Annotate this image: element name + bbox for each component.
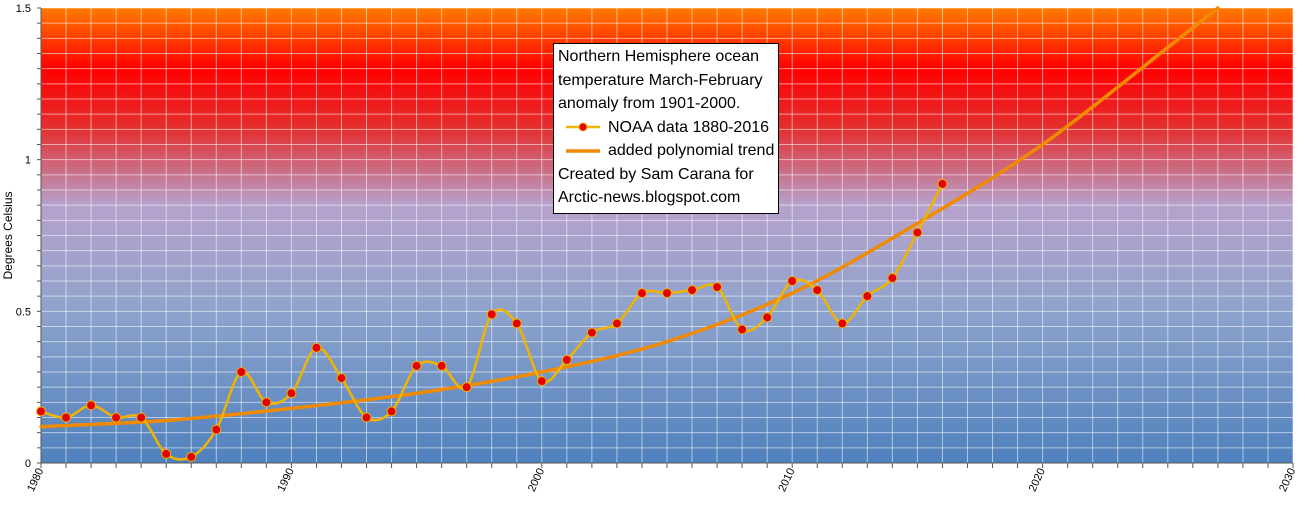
- y-tick-label-1.5: 1.5: [16, 3, 31, 15]
- data-point-1980: [36, 406, 46, 417]
- data-point-1983: [111, 412, 122, 423]
- data-point-2004: [636, 288, 647, 299]
- data-point-1999: [511, 318, 522, 329]
- chart-annotation-line-2: temperature March-February: [558, 71, 763, 89]
- x-tick-label-1980: 1980: [25, 466, 46, 493]
- data-point-1990: [286, 388, 297, 399]
- legend-swatch-noaa-icon: [566, 122, 600, 132]
- chart-annotation-line-1: Northern Hemisphere ocean: [558, 48, 759, 65]
- data-point-1984: [136, 412, 147, 423]
- legend-swatch-trend-icon: [566, 149, 600, 153]
- trend-series: [39, 6, 1220, 429]
- y-axis-title: Degrees Celsius: [1, 191, 15, 279]
- data-point-2000: [536, 376, 547, 387]
- data-point-1991: [311, 342, 322, 353]
- trend-line: [39, 6, 1220, 429]
- credit-line-1: Created by Sam Carana for: [558, 165, 754, 183]
- data-point-1992: [336, 373, 347, 384]
- data-point-2002: [586, 327, 597, 338]
- data-point-2012: [837, 318, 848, 329]
- data-point-2008: [737, 324, 748, 335]
- data-point-1985: [161, 448, 172, 459]
- data-point-1998: [486, 309, 497, 320]
- x-tick-label-1990: 1990: [276, 466, 297, 493]
- data-point-1996: [436, 360, 447, 371]
- data-point-2013: [862, 291, 873, 302]
- x-tick-label-2010: 2010: [776, 466, 797, 493]
- data-point-1986: [186, 451, 197, 462]
- y-tick-label-0: 0: [25, 458, 31, 470]
- x-tick-label-2000: 2000: [526, 466, 547, 493]
- data-point-1982: [86, 400, 97, 411]
- axes: [37, 7, 1294, 468]
- data-point-1988: [236, 367, 247, 377]
- legend-annotation-box: Northern Hemisphere ocean temperature Ma…: [553, 43, 779, 214]
- data-point-2006: [687, 285, 698, 296]
- data-point-1987: [211, 424, 222, 435]
- x-tick-label-2030: 2030: [1277, 466, 1298, 493]
- legend-label-trend: added polynomial trend: [608, 142, 775, 159]
- data-point-2010: [787, 276, 798, 286]
- data-point-2014: [887, 272, 898, 283]
- data-point-1989: [261, 397, 272, 408]
- data-point-2007: [712, 282, 723, 293]
- data-point-1995: [411, 360, 422, 371]
- legend-item-noaa: NOAA data 1880-2016: [558, 116, 774, 140]
- y-tick-label-0.5: 0.5: [16, 306, 31, 318]
- data-point-2011: [812, 285, 823, 296]
- data-point-2005: [662, 288, 672, 299]
- data-point-1997: [461, 382, 472, 393]
- data-point-1994: [386, 406, 397, 417]
- x-tick-label-2020: 2020: [1027, 466, 1048, 493]
- noaa-series: [36, 178, 948, 462]
- data-point-1993: [361, 412, 372, 423]
- credit-line-2: Arctic-news.blogspot.com: [558, 189, 741, 206]
- data-point-2009: [762, 312, 773, 323]
- data-point-2015: [912, 227, 923, 238]
- y-tick-label-1: 1: [25, 155, 31, 167]
- data-point-2003: [611, 318, 622, 329]
- data-point-2001: [561, 354, 572, 365]
- legend-item-trend: added polynomial trend: [558, 139, 774, 163]
- legend-label-noaa: NOAA data 1880-2016: [608, 118, 770, 136]
- chart-annotation-line-3: anomaly from 1901-2000.: [558, 95, 741, 112]
- data-point-2016: [937, 178, 948, 189]
- data-point-1981: [61, 412, 72, 423]
